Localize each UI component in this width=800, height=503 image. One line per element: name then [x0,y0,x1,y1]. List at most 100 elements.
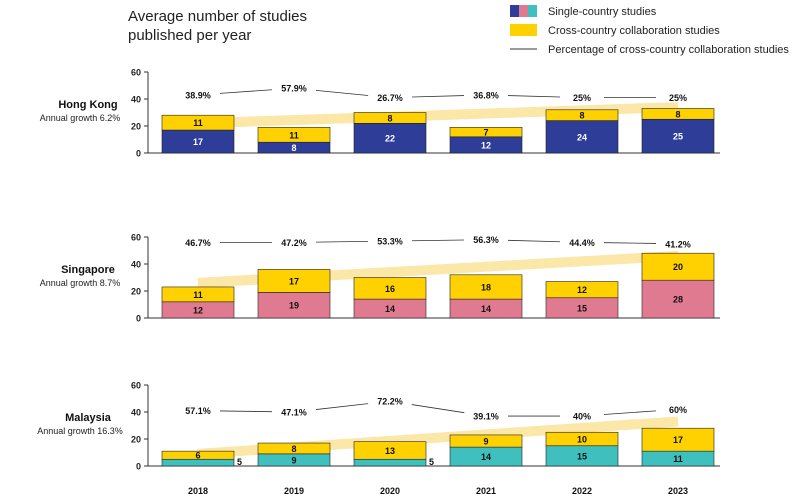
x-tick-label: 2019 [284,486,304,496]
pct-label: 26.7% [377,93,403,103]
bar-single [641,118,715,154]
pct-label: 25% [573,93,591,103]
pct-label: 41.2% [665,239,691,249]
bar-single-label: 15 [577,303,587,313]
bar-single-label: 19 [289,301,299,311]
y-tick-label: 0 [136,149,141,159]
bar-collab-label: 11 [289,130,299,140]
y-tick-label: 20 [131,287,141,297]
bar-single-label: 8 [291,143,296,153]
bar-collab-label: 18 [481,282,491,292]
bar-collab-label: 11 [193,118,203,128]
bar-single-label: 5 [429,457,434,467]
legend-label-pct: Percentage of cross-country collaboratio… [548,44,789,56]
bar-single-label: 22 [385,134,395,144]
bar-collab [257,127,331,143]
pct-line-segment [315,240,369,243]
pct-label: 25% [669,93,687,103]
bar-single-label: 9 [291,455,296,465]
legend: Single-country studies Cross-country col… [510,5,789,56]
bar-collab [161,286,235,303]
bar-single [353,123,427,154]
pct-line-segment [603,242,657,244]
bar-collab [641,427,715,452]
chart-title-line-1: Average number of studies [128,8,307,25]
pct-line-segment [603,410,657,415]
country-label: Hong Kong [58,99,117,111]
x-tick-label: 2022 [572,486,592,496]
bar-collab-label: 17 [289,276,299,286]
bar-collab [353,441,427,460]
pct-label: 56.3% [473,235,499,245]
bar-collab [353,277,427,300]
pct-label: 72.2% [377,397,403,407]
pct-line-segment [411,95,465,98]
bar-collab [161,450,235,460]
bar-collab-label: 17 [673,435,683,445]
x-axis-labels: 2018 2019 2020 2021 2022 2023 [188,486,688,496]
bar-collab-label: 7 [483,128,488,138]
bar-collab-label: 20 [673,262,683,272]
pct-line-segment [411,404,465,414]
pct-line-segment [315,403,369,410]
bar-collab-label: 16 [385,284,395,294]
bar-collab [545,281,619,299]
pct-line-segment [315,89,369,96]
bar-single-label: 14 [481,304,491,314]
bar-collab [545,109,619,121]
y-tick-label: 40 [131,95,141,105]
y-tick-label: 20 [131,435,141,445]
bar-single-label: 24 [577,132,587,142]
bar-single-label: 11 [673,454,683,464]
bar-collab [449,274,523,300]
pct-label: 46.7% [185,238,211,248]
y-tick-label: 60 [131,68,141,78]
bar-collab-label: 9 [483,437,488,447]
x-tick-label: 2020 [380,486,400,496]
bar-collab [257,269,331,293]
bar-single-label: 15 [577,451,587,461]
country-label: Malaysia [65,412,112,424]
y-tick-label: 60 [131,381,141,391]
y-tick-label: 0 [136,462,141,472]
bar-collab-label: 13 [385,446,395,456]
growth-label: Annual growth 16.3% [37,426,123,436]
legend-swatch-single-2 [519,5,528,17]
country-label: Singapore [61,264,115,276]
y-tick-label: 0 [136,314,141,324]
pct-label: 53.3% [377,237,403,247]
bar-single-label: 25 [673,132,683,142]
bar-collab-label: 10 [577,435,587,445]
bar-collab [641,108,715,120]
bar-collab [257,442,331,455]
pct-label: 60% [669,405,687,415]
bar-collab-label: 8 [579,111,584,121]
x-tick-label: 2021 [476,486,496,496]
bar-single-label: 17 [193,137,203,147]
pct-line-segment [411,239,465,242]
bar-collab [641,252,715,281]
y-tick-label: 20 [131,122,141,132]
bar-collab-label: 11 [193,290,203,300]
bar-collab-label: 6 [195,451,200,461]
bar-single-label: 12 [481,140,491,150]
pct-line-segment [219,410,273,413]
growth-label: Annual growth 8.7% [40,278,121,288]
pct-label: 36.8% [473,90,499,100]
bar-collab-label: 8 [291,444,296,454]
pct-line-segment [507,95,561,98]
legend-label-collab: Cross-country collaboration studies [548,25,720,37]
bar-single [545,120,619,154]
y-tick-label: 40 [131,408,141,418]
y-tick-label: 40 [131,260,141,270]
pct-line-segment [507,239,561,243]
chart-title-line-2: published per year [128,27,251,44]
pct-label: 57.9% [281,84,307,94]
x-tick-label: 2023 [668,486,688,496]
bar-collab [161,114,235,131]
pct-line-segment [219,89,273,94]
pct-label: 57.1% [185,406,211,416]
